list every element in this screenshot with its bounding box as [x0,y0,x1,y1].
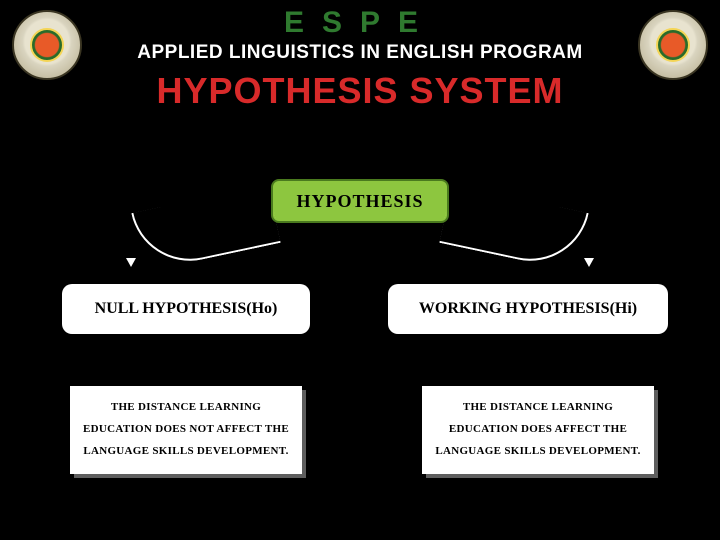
detail-working: THE DISTANCE LEARNING EDUCATION DOES AFF… [422,386,654,474]
arrowhead-right-icon [584,258,594,267]
arrowhead-left-icon [126,258,136,267]
page-title: HYPOTHESIS SYSTEM [0,70,720,112]
slide-header: ESPE APPLIED LINGUISTICS IN ENGLISH PROG… [0,0,720,64]
root-node-label: HYPOTHESIS [271,179,449,223]
program-subtitle: APPLIED LINGUISTICS IN ENGLISH PROGRAM [0,42,720,64]
detail-null: THE DISTANCE LEARNING EDUCATION DOES NOT… [70,386,302,474]
root-node: HYPOTHESIS [250,158,470,244]
branch-null-label: NULL HYPOTHESIS(Ho) [95,300,278,318]
org-title: ESPE [0,6,720,40]
branch-null: NULL HYPOTHESIS(Ho) [62,284,310,334]
branch-working-label: WORKING HYPOTHESIS(Hi) [419,300,637,318]
branch-working: WORKING HYPOTHESIS(Hi) [388,284,668,334]
